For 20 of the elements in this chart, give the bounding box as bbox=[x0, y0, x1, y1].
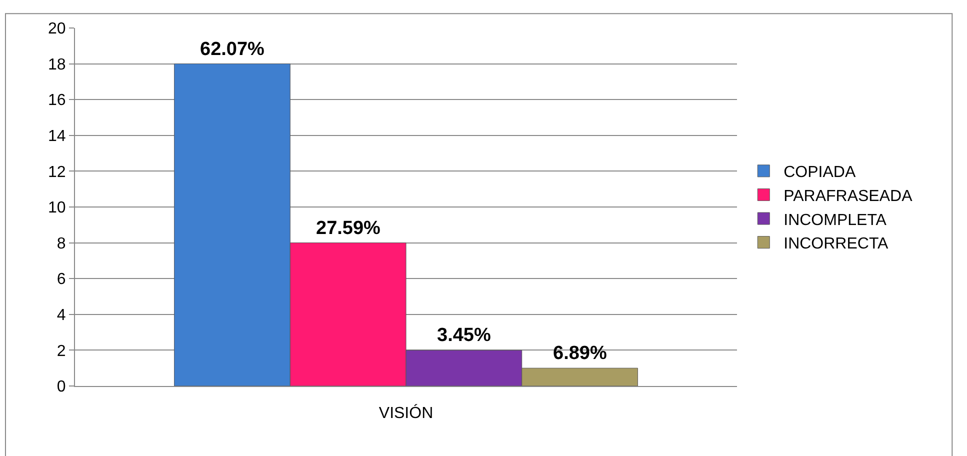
legend-label: INCOMPLETA bbox=[784, 212, 887, 229]
y-tick-label: 6 bbox=[56, 271, 66, 288]
y-tick-label: 18 bbox=[48, 56, 66, 74]
legend-label: INCORRECTA bbox=[784, 236, 889, 253]
legend-label: COPIADA bbox=[784, 164, 856, 182]
y-tick-label: 2 bbox=[56, 342, 66, 360]
y-tick-label: 10 bbox=[48, 200, 66, 217]
x-tick-label: VISIÓN bbox=[378, 404, 434, 422]
annotation: 3.45% bbox=[437, 325, 491, 346]
y-tick-label: 4 bbox=[56, 307, 66, 324]
annotation: 6.89% bbox=[553, 343, 607, 364]
legend-label: PARAFRASEADA bbox=[784, 188, 913, 205]
annotation: 27.59% bbox=[316, 218, 381, 239]
y-tick-label: 16 bbox=[48, 92, 66, 110]
annotation: 62.07% bbox=[200, 39, 265, 60]
y-tick-label: 20 bbox=[48, 20, 66, 38]
y-tick-label: 0 bbox=[56, 378, 66, 396]
y-tick-label: 8 bbox=[56, 235, 66, 252]
y-tick-label: 14 bbox=[48, 128, 66, 145]
y-tick-label: 12 bbox=[48, 164, 66, 181]
